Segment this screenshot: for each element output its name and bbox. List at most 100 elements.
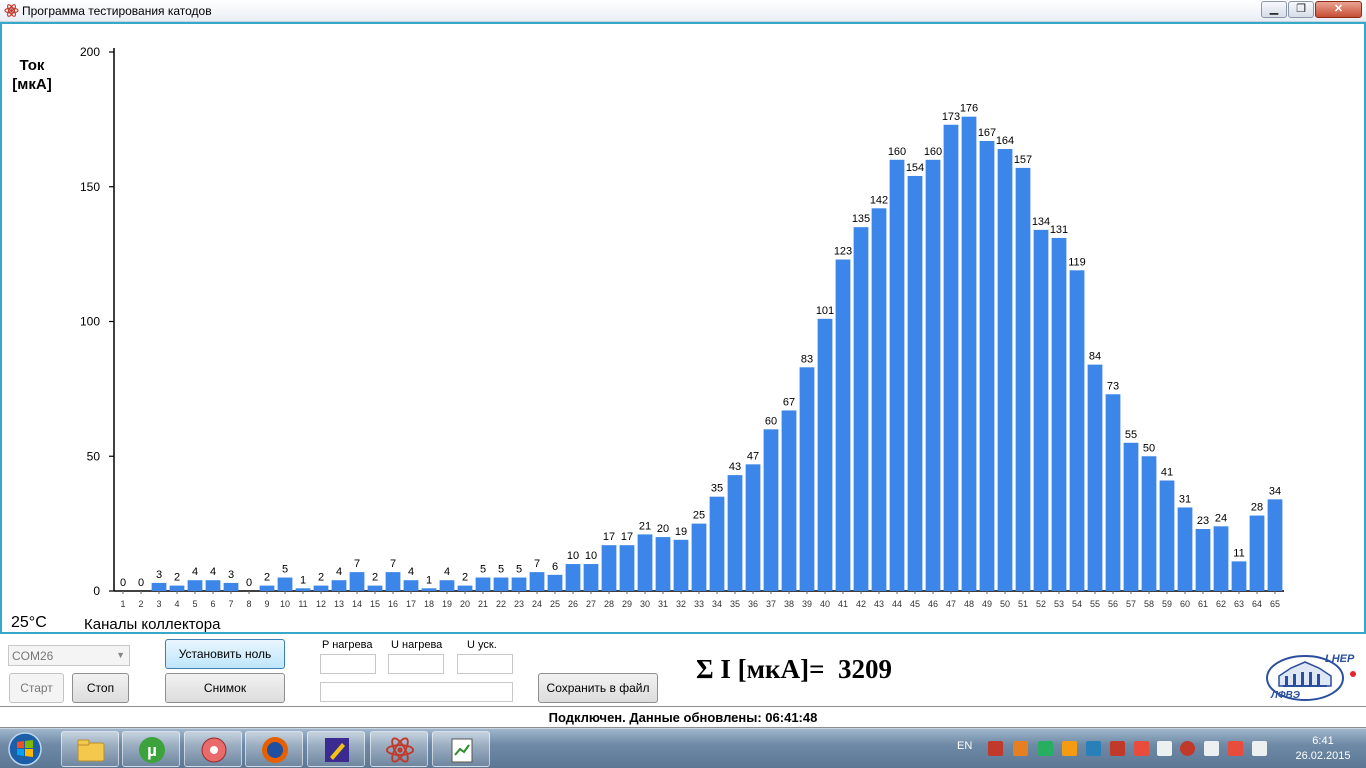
message-field[interactable] [320,682,513,702]
x-tick-label: 55 [1090,599,1100,609]
bar [1069,270,1085,591]
taskbar-firefox[interactable] [245,731,303,767]
u-acc-label: U уск. [467,639,497,651]
u-heat-field[interactable] [388,654,444,674]
bar-value-label: 7 [390,558,396,570]
x-tick-label: 45 [910,599,920,609]
x-tick-label: 35 [730,599,740,609]
bar [871,208,887,591]
com-port-select[interactable]: COM26 ▼ [8,645,130,666]
bar-value-label: 23 [1197,515,1209,527]
x-tick-label: 53 [1054,599,1064,609]
tray-app-icon[interactable] [988,741,1003,756]
bar-value-label: 31 [1179,493,1191,505]
tray-app-icon[interactable] [1086,741,1101,756]
x-tick-label: 39 [802,599,812,609]
bar [781,410,797,591]
bar [637,534,653,591]
set-zero-button[interactable]: Установить ноль [165,639,285,669]
bar-value-label: 135 [852,213,870,225]
save-to-file-button[interactable]: Сохранить в файл [538,673,658,703]
tray-app-icon[interactable] [1062,741,1077,756]
taskbar-notepad[interactable] [432,731,490,767]
stop-button[interactable]: Стоп [72,673,129,703]
language-indicator[interactable]: EN [957,740,973,752]
bar [169,585,185,591]
x-tick-label: 61 [1198,599,1208,609]
bar-value-label: 160 [888,146,906,158]
bar [151,582,167,591]
x-tick-label: 43 [874,599,884,609]
bar-chart: 0501001502000102332445463708295101112124… [80,45,1284,609]
taskbar-media[interactable] [184,731,242,767]
tray-app-icon[interactable] [1013,741,1028,756]
bar-value-label: 6 [552,561,558,573]
atom-icon [4,4,19,17]
bar-value-label: 2 [372,572,378,584]
title-bar[interactable]: Программа тестирования катодов ▁ ❐ ✕ [0,0,1366,22]
bar-value-label: 4 [444,566,450,578]
bar [547,574,563,591]
bar-value-label: 123 [834,246,852,258]
snapshot-button[interactable]: Снимок [165,673,285,703]
device-icon[interactable] [1204,741,1219,756]
tray-app-icon[interactable] [1134,741,1149,756]
x-tick-label: 20 [460,599,470,609]
tray-app-icon[interactable] [1180,741,1195,756]
bar-value-label: 1 [426,574,432,586]
windows-start-icon[interactable] [4,731,46,767]
u-acc-field[interactable] [457,654,513,674]
control-panel: COM26 ▼ Старт Стоп Установить ноль Снимо… [0,634,1366,706]
x-tick-label: 32 [676,599,686,609]
bar [889,159,905,592]
status-text: Подключен. Данные обновлены: 06:41:48 [548,710,818,725]
system-clock[interactable]: 6:41 26.02.2015 [1290,734,1356,764]
bar-value-label: 3 [156,569,162,581]
y-tick-label: 150 [80,180,100,194]
bar [277,577,293,591]
bar [925,159,941,592]
tray-app-icon[interactable] [1110,741,1125,756]
tray-app-icon[interactable] [1228,741,1243,756]
pencil-icon [325,738,349,762]
bar-value-label: 60 [765,415,777,427]
tray-app-icon[interactable] [1038,741,1053,756]
bar-value-label: 2 [264,572,270,584]
x-tick-label: 15 [370,599,380,609]
com-port-value: COM26 [12,649,54,663]
minimize-button[interactable]: ▁ [1261,1,1287,18]
x-tick-label: 50 [1000,599,1010,609]
total-current-value: 3209 [837,654,892,684]
taskbar-editor[interactable] [307,731,365,767]
x-tick-label: 12 [316,599,326,609]
x-tick-label: 2 [138,599,143,609]
bar [1213,526,1229,591]
bar [205,580,221,591]
logo-top-text: LHEP [1325,653,1355,665]
bar-value-label: 10 [585,550,597,562]
x-tick-label: 64 [1252,599,1262,609]
bar-value-label: 24 [1215,512,1227,524]
firefox-icon [262,737,288,763]
close-button[interactable]: ✕ [1315,1,1362,18]
bar-value-label: 176 [960,103,978,115]
p-heat-label: P нагрева [322,639,373,651]
start-button[interactable]: Старт [9,673,64,703]
x-tick-label: 10 [280,599,290,609]
volume-icon[interactable] [1252,741,1267,756]
taskbar-cathode-app[interactable] [370,731,428,767]
bar [655,537,671,591]
bar [1159,480,1175,591]
x-tick-label: 59 [1162,599,1172,609]
x-tick-label: 24 [532,599,542,609]
p-heat-field[interactable] [320,654,376,674]
restore-button[interactable]: ❐ [1288,1,1314,18]
bar [1177,507,1193,591]
x-tick-label: 29 [622,599,632,609]
bar-value-label: 5 [498,564,504,576]
x-tick-label: 46 [928,599,938,609]
taskbar-utorrent[interactable]: µ [122,731,180,767]
network-icon[interactable] [1157,741,1172,756]
taskbar-explorer[interactable] [61,731,119,767]
bar [457,585,473,591]
